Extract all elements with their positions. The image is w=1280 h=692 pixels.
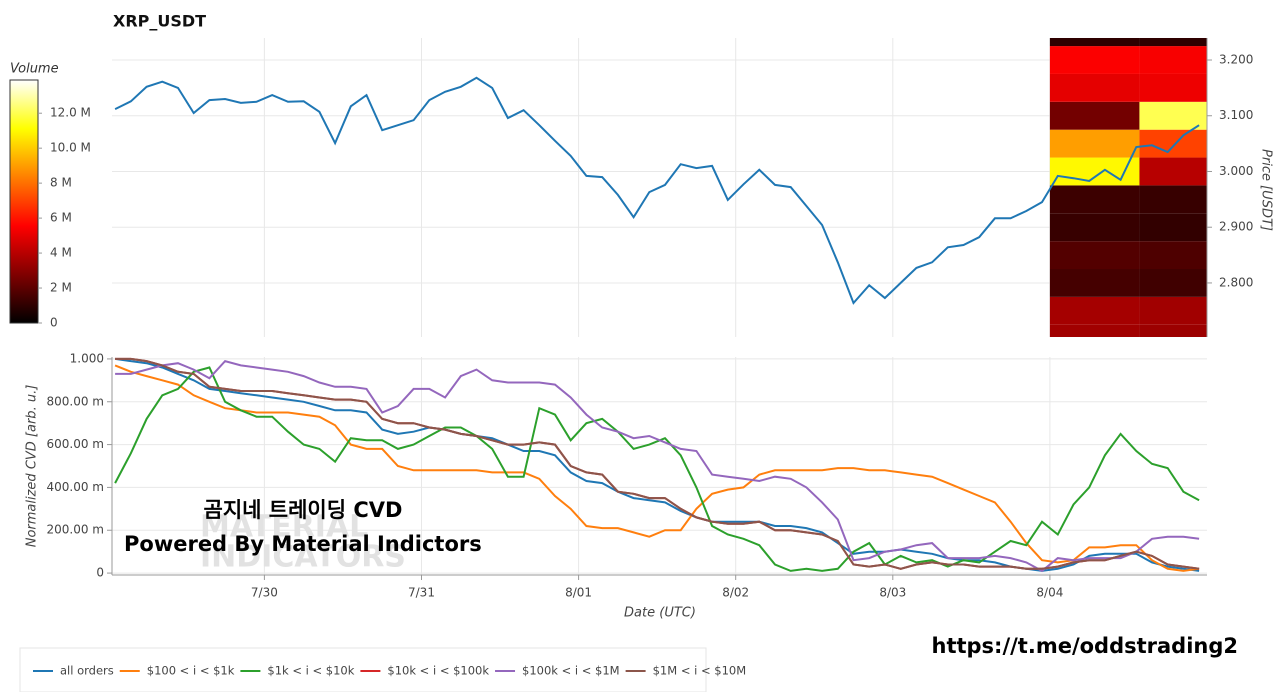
heatmap-cell xyxy=(1049,213,1140,242)
colorbar xyxy=(9,79,39,324)
watermark: MATERIAL xyxy=(200,510,368,545)
series-line xyxy=(114,76,1200,305)
y-tick-label: 2.800 xyxy=(1219,275,1253,289)
colorbar-tick-label: 10.0 M xyxy=(50,141,91,155)
url: https://t.me/oddstrading2 xyxy=(932,634,1239,658)
heatmap-cell xyxy=(1049,269,1140,297)
y-tick-label: 600.00 m xyxy=(47,437,105,451)
legend-label: $10k < i < $100k xyxy=(387,664,489,678)
heatmap-cell xyxy=(1139,46,1207,74)
heatmap-cell xyxy=(1049,38,1140,47)
x-tick-label: 8/03 xyxy=(879,586,906,600)
legend-label: $100k < i < $1M xyxy=(522,664,620,678)
colorbar-tick-label: 4 M xyxy=(50,246,72,260)
heatmap-cell xyxy=(1139,241,1207,270)
heatmap-cell xyxy=(1049,241,1140,270)
heatmap-cell xyxy=(1139,213,1207,242)
colorbar-tick-label: 12.0 M xyxy=(50,106,91,120)
watermark: INDICATORS xyxy=(200,540,406,575)
plot: 2.800 2.900 3.000 3.100 3.200 0 2 M 4 M 6 M 8 M 10… xyxy=(9,38,1253,337)
heatmap-cell xyxy=(1139,269,1207,297)
heatmap-cell xyxy=(1049,185,1140,214)
y-tick-label: 2.900 xyxy=(1219,220,1253,234)
y-tick-label: 3.000 xyxy=(1219,164,1253,178)
series-line xyxy=(115,357,1200,570)
x-tick-label: 7/31 xyxy=(408,586,435,600)
lines xyxy=(114,76,1200,305)
x-tick-label: 7/30 xyxy=(251,586,278,600)
heatmap-cell xyxy=(1049,296,1140,325)
heatmap-cell xyxy=(1049,129,1140,158)
colorbar-title: Volume xyxy=(10,62,59,77)
y-tick-label: 1.000 xyxy=(70,351,104,365)
lines xyxy=(114,357,1200,573)
series-line xyxy=(114,364,1200,572)
heatmap-cell xyxy=(1139,101,1207,130)
colorbar-tick-label: 6 M xyxy=(50,211,72,225)
heatmap-cell xyxy=(1139,185,1207,214)
chart-title: XRP_USDT xyxy=(113,12,206,31)
heatmap-cell xyxy=(1049,73,1140,102)
annotation: 곰지네 트레이딩 CVD xyxy=(204,498,403,522)
heatmap-cell xyxy=(1139,296,1207,325)
heatmap-cell xyxy=(1049,101,1140,130)
plots: 2.800 2.900 3.000 3.100 3.200 0 2 M 4 M 6 M 8 M 10… xyxy=(9,38,1253,678)
x-tick-label: 8/02 xyxy=(722,586,749,600)
x-axis-label: Date (UTC) xyxy=(624,606,696,621)
heatmap-cell xyxy=(1139,73,1207,102)
heatmap-cell xyxy=(1049,46,1140,74)
heatmap-cell xyxy=(1049,324,1140,337)
colorbar-tick-label: 8 M xyxy=(50,176,72,190)
plot: 7/30 7/31 8/01 8/02 8/03 8/04 0 200.00 m 400.00 … xyxy=(33,351,1207,678)
y-tick-label: 400.00 m xyxy=(47,480,105,494)
legend-label: $1M < i < $10M xyxy=(653,664,747,678)
heatmap-cell xyxy=(1139,324,1207,337)
series-line xyxy=(114,366,1200,572)
heatmap xyxy=(1049,38,1207,337)
y-axis-label: Price [USDT] xyxy=(1259,149,1274,231)
x-tick-label: 8/01 xyxy=(565,586,592,600)
y-tick-label: 3.200 xyxy=(1219,53,1253,67)
legend-label: all orders xyxy=(60,664,114,678)
colorbar-tick-label: 2 M xyxy=(50,281,72,295)
y-tick-label: 800.00 m xyxy=(47,394,105,408)
heatmap-cell xyxy=(1139,38,1207,47)
heatmap-cell xyxy=(1139,129,1207,158)
legend-label: $100 < i < $1k xyxy=(147,664,235,678)
annotation: Powered By Material Indictors xyxy=(124,532,482,556)
heatmap-cell xyxy=(1049,157,1140,186)
y-tick-label: 0 xyxy=(96,566,104,580)
y-tick-label: 200.00 m xyxy=(47,523,105,537)
colorbar-tick-label: 0 xyxy=(50,316,58,330)
series-line xyxy=(115,359,1200,573)
y-axis-label: Normalized CVD [arb. u.] xyxy=(25,385,40,548)
legend-label: $1k < i < $10k xyxy=(267,664,354,678)
heatmap-cell xyxy=(1139,157,1207,186)
y-tick-label: 3.100 xyxy=(1219,108,1253,122)
x-tick-label: 8/04 xyxy=(1036,586,1063,600)
